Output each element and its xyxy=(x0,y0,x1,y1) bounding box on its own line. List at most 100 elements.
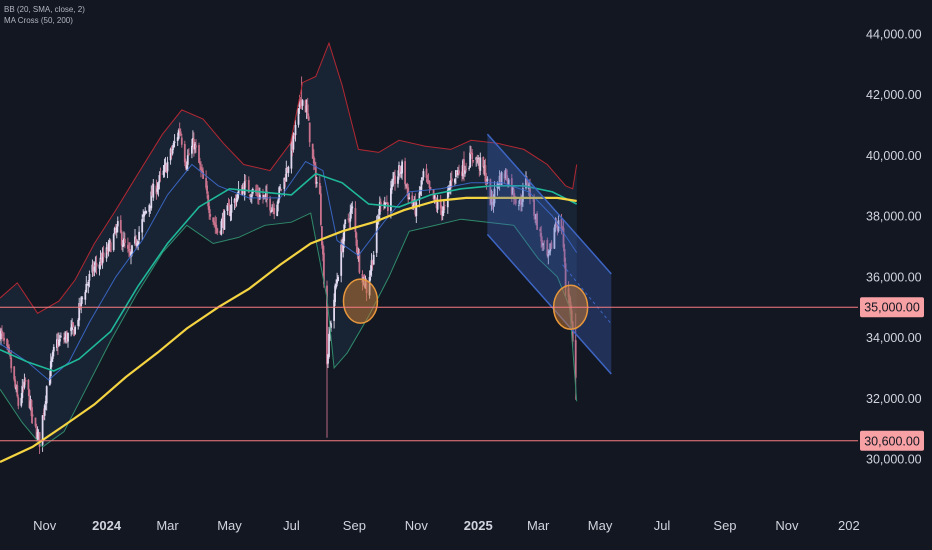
candle-body xyxy=(141,219,144,233)
candle-body xyxy=(312,156,315,164)
candle-body xyxy=(71,324,73,330)
candle-body xyxy=(180,137,183,145)
candle-body xyxy=(262,194,264,198)
candle-body xyxy=(464,170,466,174)
horizontal-levels: 35,000.00 30,600.00 xyxy=(0,297,924,451)
candle-body xyxy=(192,138,194,147)
candle-body xyxy=(157,183,160,190)
candle-body xyxy=(0,330,2,340)
y-tick-label: 42,000.00 xyxy=(866,88,922,102)
candle-body xyxy=(102,252,105,258)
candle-body xyxy=(230,203,233,213)
candle-body xyxy=(477,157,480,163)
candle-body xyxy=(321,226,323,246)
candle-body xyxy=(285,168,288,182)
candle-body xyxy=(318,182,321,195)
candle-body xyxy=(15,387,18,390)
candle-body xyxy=(259,194,261,199)
candle-body xyxy=(392,178,394,186)
candle-body xyxy=(322,244,324,255)
candle-body xyxy=(399,166,401,174)
x-tick-label: Sep xyxy=(343,518,366,533)
candle-body xyxy=(150,191,153,209)
candle-body xyxy=(526,179,528,183)
candle-body xyxy=(66,332,68,342)
candle-body xyxy=(148,205,151,212)
candle-body xyxy=(506,179,509,187)
candle-body xyxy=(247,180,250,193)
x-tick-label: May xyxy=(217,518,242,533)
candle-body xyxy=(328,333,330,357)
x-tick-label: Nov xyxy=(405,518,429,533)
y-tick-label: 38,000.00 xyxy=(866,210,922,224)
candle-body xyxy=(457,170,459,175)
candle-body xyxy=(45,386,48,404)
candle-body xyxy=(547,254,550,257)
candle-body xyxy=(158,175,161,183)
candle-body xyxy=(169,149,172,161)
candle-body xyxy=(100,259,103,265)
candle-body xyxy=(145,211,148,214)
candle-body xyxy=(514,198,517,204)
candle-body xyxy=(31,414,34,417)
candle-body xyxy=(379,201,382,205)
candle-body xyxy=(188,153,190,155)
candle-body xyxy=(351,206,354,209)
candle-body xyxy=(377,216,380,220)
candle-body xyxy=(3,337,5,341)
candle-body xyxy=(220,221,223,235)
candle-body xyxy=(400,171,402,174)
bb-lower-line xyxy=(0,212,578,448)
candle-body xyxy=(555,224,558,226)
candle-body xyxy=(81,297,84,300)
candle-body xyxy=(244,180,247,182)
candle-body xyxy=(450,178,453,182)
candle-body xyxy=(60,336,62,338)
candle-body xyxy=(393,175,395,180)
candle-body xyxy=(455,170,457,178)
candle-body xyxy=(250,195,253,198)
candle-body xyxy=(65,333,67,340)
x-tick-label: Jul xyxy=(283,518,300,533)
legend-ma-cross[interactable]: MA Cross (50, 200) xyxy=(4,16,73,25)
candle-body xyxy=(42,412,45,415)
candle-body xyxy=(539,228,542,232)
candle-body xyxy=(287,166,290,173)
candle-body xyxy=(149,206,152,208)
candle-body xyxy=(191,145,193,154)
candle-body xyxy=(489,179,492,206)
x-tick-label: Nov xyxy=(33,518,57,533)
candle-body xyxy=(301,100,304,106)
candle-body xyxy=(123,238,125,247)
candle-body xyxy=(543,241,546,243)
candle-body xyxy=(119,220,122,233)
candle-body xyxy=(546,240,549,256)
candle-body xyxy=(173,141,176,143)
candle-body xyxy=(86,284,89,285)
candle-body xyxy=(234,199,237,205)
candle-body xyxy=(548,250,551,254)
candles xyxy=(0,76,577,454)
candle-body xyxy=(98,264,101,269)
candle-body xyxy=(105,247,108,259)
legend-bb[interactable]: BB (20, SMA, close, 2) xyxy=(4,5,85,14)
candle-body xyxy=(297,108,300,125)
candle-body xyxy=(440,206,443,215)
candle-body xyxy=(84,292,87,300)
candle-body xyxy=(304,100,307,113)
candle-body xyxy=(176,137,179,141)
candle-body xyxy=(293,134,296,136)
candle-body xyxy=(427,180,430,183)
candle-body xyxy=(151,189,154,197)
candle-body xyxy=(266,191,268,200)
candle-body xyxy=(348,221,351,224)
candle-body xyxy=(131,245,133,255)
candle-body xyxy=(164,163,167,166)
candle-body xyxy=(436,202,439,210)
candle-body xyxy=(138,231,140,240)
candle-body xyxy=(70,327,72,331)
candle-body xyxy=(249,196,252,198)
x-tick-label: 2024 xyxy=(92,518,122,533)
candle-body xyxy=(454,179,456,183)
